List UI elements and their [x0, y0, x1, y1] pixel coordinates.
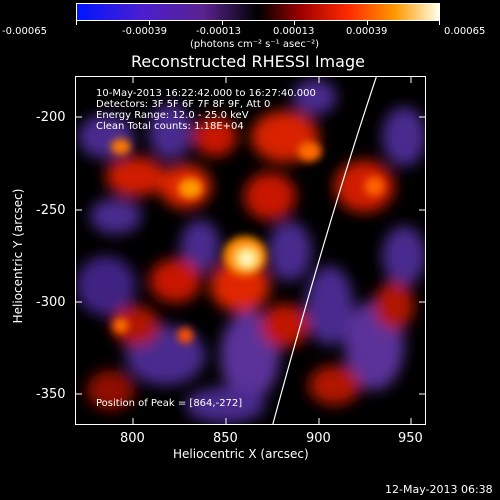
peak-position-annotation: Position of Peak = [864,-272] — [96, 398, 243, 409]
x-tick-label: 950 — [398, 431, 423, 446]
colorbar-unit-label: (photons cm⁻² s⁻¹ asec⁻²) — [190, 39, 320, 50]
colorbar-tick-label: -0.00013 — [196, 26, 241, 37]
x-axis-label: Heliocentric X (arcsec) — [173, 447, 309, 461]
y-tick-label: -350 — [36, 387, 66, 402]
colorbar-gradient — [77, 4, 439, 20]
y-axis-label: Heliocentric Y (arcsec) — [11, 188, 25, 324]
colorbar-tick-label: -0.00065 — [2, 26, 47, 37]
colorbar-tick-label: 0.00065 — [444, 26, 486, 37]
clean-counts-annotation: Clean Total counts: 1.18E+04 — [96, 121, 244, 132]
energy-range-annotation: Energy Range: 12.0 - 25.0 keV — [96, 110, 249, 121]
colorbar-tick — [294, 21, 295, 25]
plot-title: Reconstructed RHESSI Image — [131, 52, 365, 71]
colorbar-tick-label: 0.00013 — [273, 26, 315, 37]
y-tick-label: -200 — [36, 110, 66, 125]
colorbar-tick — [76, 21, 77, 25]
solar-limb-line — [272, 77, 377, 424]
colorbar-tick — [439, 21, 440, 25]
rhessi-image-map — [76, 77, 425, 424]
x-tick-label: 850 — [213, 431, 238, 446]
colorbar-tick — [222, 21, 223, 25]
footer-timestamp: 12-May-2013 06:38 — [385, 483, 493, 496]
x-tick-label: 800 — [120, 431, 145, 446]
y-tick-label: -250 — [36, 203, 66, 218]
colorbar-tick — [149, 21, 150, 25]
colorbar-tick-label: -0.00039 — [122, 26, 167, 37]
time-range-annotation: 10-May-2013 16:22:42.000 to 16:27:40.000 — [96, 88, 316, 99]
x-tick-label: 900 — [306, 431, 331, 446]
colorbar-tick — [367, 21, 368, 25]
colorbar — [76, 3, 440, 21]
colorbar-tick-label: 0.00039 — [346, 26, 388, 37]
y-tick-label: -300 — [36, 295, 66, 310]
rhessi-image: 10-May-2013 16:22:42.000 to 16:27:40.000… — [75, 76, 426, 425]
detectors-annotation: Detectors: 3F 5F 6F 7F 8F 9F, Att 0 — [96, 99, 271, 110]
